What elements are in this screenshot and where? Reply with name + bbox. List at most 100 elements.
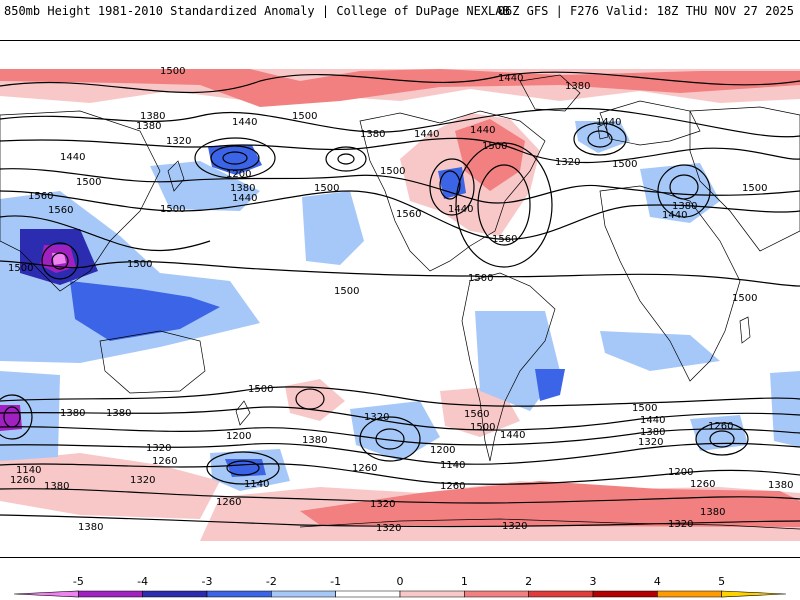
- colorbar-tick-label: 4: [654, 575, 661, 588]
- negative-anomaly-north-pacific: [150, 161, 260, 211]
- contour-label: 1380: [60, 408, 85, 419]
- map-title: 850mb Height 1981-2010 Standardized Anom…: [4, 4, 510, 18]
- low-pacific-ring2: [210, 145, 260, 171]
- colorbar-bin: [657, 590, 722, 598]
- japan-outline: [167, 160, 185, 192]
- low-southpacific2-ring1: [375, 428, 405, 450]
- contour-label: 1380: [302, 435, 327, 446]
- map-canvas: 1500 1440 1380 1500 1380 1440 1380 1320 …: [0, 66, 800, 541]
- low-southpacific2-ring2: [359, 416, 421, 462]
- contour-label: 1560: [28, 191, 53, 202]
- contour-label: 1500: [380, 166, 405, 177]
- colorbar-tick-label: 5: [718, 575, 725, 588]
- anomaly-map: 1500 1440 1380 1500 1380 1440 1380 1320 …: [0, 40, 800, 558]
- contour-1380-polar: [0, 514, 800, 528]
- australia-outline: [99, 330, 206, 394]
- contour-1500-tropic: [0, 260, 800, 287]
- contour-label: 1140: [16, 465, 41, 476]
- europe-outline: [599, 100, 701, 146]
- coastlines: [0, 74, 800, 530]
- contour-label: 1380: [768, 480, 793, 491]
- greenland-outline: [519, 74, 581, 112]
- colorbar-tick-label: 0: [397, 575, 404, 588]
- contour-label: 1200: [668, 467, 693, 478]
- contour-label: 1440: [500, 430, 525, 441]
- anomaly-shading: [0, 69, 800, 541]
- contour-1500-mid: [0, 190, 800, 240]
- negative-anomaly-maritime: [70, 281, 220, 341]
- contour-1380-mid: [0, 137, 800, 164]
- africa-outline: [599, 185, 741, 382]
- low-southwest-ring1: [3, 406, 21, 428]
- colorbar-tick-label: 3: [590, 575, 597, 588]
- contour-label: 1380: [140, 111, 165, 122]
- contour-label: 1320: [668, 519, 693, 530]
- contour-label: 1320: [370, 499, 395, 510]
- contour-label: 1500: [292, 111, 317, 122]
- colorbar-bin: [335, 590, 401, 598]
- positive-anomaly-north-america-core: [455, 119, 525, 191]
- madagascar-outline: [739, 316, 751, 344]
- asia-outline: [0, 106, 800, 292]
- contour-label: 1380: [136, 121, 161, 132]
- contour-label: 1500: [632, 403, 657, 414]
- negative-anomaly-east-edge: [770, 371, 800, 447]
- negative-anomaly-europe-trough: [575, 121, 630, 153]
- contour-label: 1500: [612, 159, 637, 170]
- negative-anomaly-drake: [350, 401, 440, 461]
- high-southpacific-ring: [295, 388, 325, 410]
- low-southwest-ring2: [0, 394, 33, 440]
- negative-anomaly-south-pacific-core: [225, 459, 266, 477]
- contour-1440-north: [0, 107, 800, 138]
- low-europe-ring2: [573, 122, 627, 156]
- contour-label: 1500: [468, 273, 493, 284]
- colorbar-tick-label: -2: [266, 575, 277, 588]
- contour-label: 1260: [690, 479, 715, 490]
- positive-anomaly-southern-ocean-core: [300, 481, 800, 527]
- colorbar-bin: [721, 590, 787, 598]
- antarctica-outline: [299, 518, 800, 530]
- contour-label: 1260: [10, 475, 35, 486]
- contour-label: 1440: [498, 73, 523, 84]
- contour-label: 1200: [226, 431, 251, 442]
- contour-label: 1380: [44, 481, 69, 492]
- contour-1440-mid: [0, 168, 800, 204]
- contour-1560-subtrop: [0, 215, 211, 252]
- negative-anomaly-south-indian-ocean: [600, 331, 720, 371]
- colorbar-bin: [464, 590, 529, 598]
- colorbar-tick-label: 2: [525, 575, 532, 588]
- colorbar-tick-label: -1: [330, 575, 341, 588]
- contour-1320-south: [0, 442, 800, 465]
- contour-label: 1320: [376, 523, 401, 534]
- new-zealand-outline: [235, 400, 251, 426]
- contour-label: 1380: [640, 427, 665, 438]
- contour-1500-north: [0, 71, 800, 94]
- contour-label: 1560: [396, 209, 421, 220]
- contour-label: 1260: [352, 463, 377, 474]
- contour-label: 1500: [127, 259, 152, 270]
- contour-1500-southtrop: [0, 386, 800, 407]
- model-run-info: 06Z GFS | F276 Valid: 18Z THU NOV 27 202…: [497, 4, 794, 18]
- south-america-outline: [461, 272, 556, 462]
- high-atlantic-ring1: [477, 164, 531, 246]
- height-contours: [0, 71, 800, 528]
- colorbar-tick-label: -4: [137, 575, 148, 588]
- contour-label: 1380: [700, 507, 725, 518]
- contour-label: 1320: [146, 443, 171, 454]
- contour-label: 1500: [470, 422, 495, 433]
- contour-label: 1200: [226, 169, 251, 180]
- anomaly-colorbar: -5 -4 -3 -2 -1 0 1 2 3 4 5: [13, 575, 787, 598]
- colorbar-segments: [13, 590, 787, 598]
- contour-label: 1140: [244, 479, 269, 490]
- contour-label: 1440: [596, 117, 621, 128]
- contour-label: 1440: [662, 210, 687, 221]
- contour-label: 1500: [160, 66, 185, 77]
- low-pacific-ring1: [222, 151, 248, 165]
- contour-label: 1440: [414, 129, 439, 140]
- colorbar-bin: [13, 590, 79, 598]
- colorbar-bin: [528, 590, 594, 598]
- high-atlantic-ring2: [455, 142, 553, 268]
- contour-label: 1440: [232, 117, 257, 128]
- contour-label: 1260: [216, 497, 241, 508]
- contour-label: 1320: [364, 412, 389, 423]
